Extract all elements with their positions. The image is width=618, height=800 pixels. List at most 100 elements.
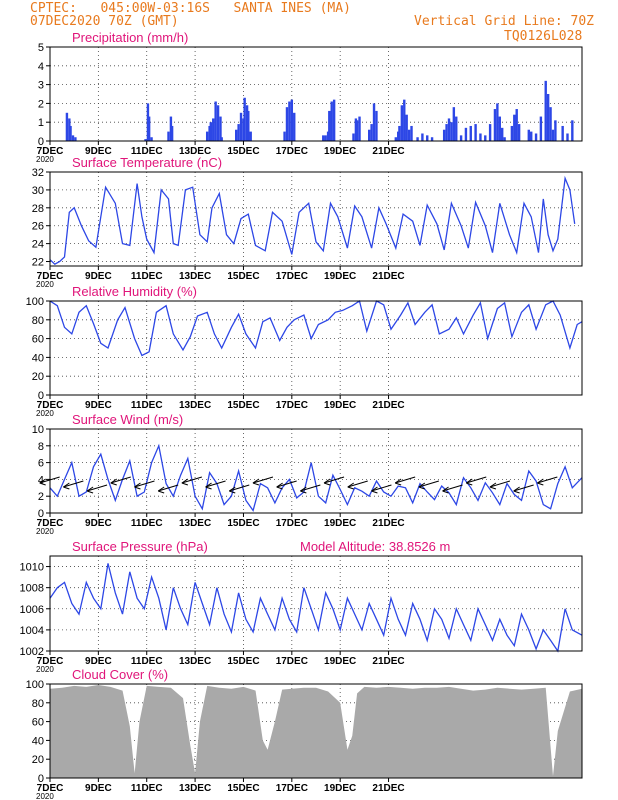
precipitation-y-tick-label: 4 bbox=[38, 61, 44, 73]
wind-arrow-head bbox=[181, 478, 189, 486]
precipitation-bar bbox=[515, 109, 518, 141]
cloud-cover-y-tick-label: 0 bbox=[38, 773, 44, 785]
precipitation-x-year-label: 2020 bbox=[36, 155, 54, 164]
wind-x-tick-label: 19DEC bbox=[324, 518, 356, 529]
wind-frame bbox=[49, 428, 583, 514]
precipitation-bar bbox=[332, 99, 336, 141]
temperature-y-tick-label: 32 bbox=[32, 167, 44, 179]
precipitation-bar bbox=[474, 124, 477, 141]
precipitation-bar bbox=[235, 129, 238, 141]
precipitation-bar bbox=[510, 125, 514, 141]
wind-arrow bbox=[158, 484, 179, 492]
precipitation-y-tick-label: 1 bbox=[38, 117, 44, 129]
humidity-x-tick-label: 13DEC bbox=[179, 400, 211, 411]
wind-x-tick-label: 9DEC bbox=[85, 518, 112, 529]
cloud-cover-frame bbox=[49, 683, 583, 779]
humidity-x-tick-label: 7DEC bbox=[37, 400, 64, 411]
temperature-y-tick-label: 30 bbox=[32, 185, 44, 197]
precipitation-bar bbox=[488, 124, 492, 141]
humidity-x-tick-label: 21DEC bbox=[372, 400, 404, 411]
humidity-x-tick-label: 11DEC bbox=[131, 400, 163, 411]
wind-arrow-head bbox=[205, 482, 212, 490]
cloud-cover-x-tick-label: 19DEC bbox=[324, 783, 356, 794]
header-location: CPTEC: 045:00W-03:16S SANTA INES (MA) bbox=[30, 1, 351, 16]
precipitation-bar bbox=[169, 116, 173, 141]
precipitation-bar bbox=[459, 135, 463, 141]
temperature-x-tick-label: 7DEC bbox=[37, 271, 64, 282]
wind-x-tick-label: 21DEC bbox=[372, 518, 404, 529]
wind-arrow bbox=[134, 480, 155, 488]
wind-arrow-head bbox=[134, 482, 141, 490]
wind-y-tick-label: 10 bbox=[32, 424, 44, 436]
humidity-y-tick-label: 0 bbox=[38, 390, 44, 402]
wind-arrow bbox=[181, 476, 203, 484]
humidity-y-tick-label: 80 bbox=[32, 315, 44, 327]
precipitation-y-tick-label: 3 bbox=[38, 80, 44, 92]
wind-arrow-head bbox=[300, 486, 307, 494]
pressure-annotation: Model Altitude: 38.8526 m bbox=[300, 539, 450, 554]
precipitation-bar bbox=[209, 122, 213, 141]
precipitation-bar bbox=[539, 116, 543, 141]
precipitation-x-tick-label: 17DEC bbox=[276, 146, 308, 157]
precipitation-bar bbox=[167, 131, 170, 141]
pressure-x-tick-label: 11DEC bbox=[131, 656, 163, 667]
wind-arrow bbox=[229, 484, 250, 492]
wind-arrow bbox=[205, 480, 226, 488]
temperature-y-tick-label: 26 bbox=[32, 221, 44, 233]
temperature-frame bbox=[49, 171, 583, 267]
humidity-title: Relative Humidity (%) bbox=[72, 284, 197, 299]
cloud-cover-y-tick-label: 40 bbox=[32, 735, 44, 747]
temperature-y-tick-label: 28 bbox=[32, 203, 44, 215]
precipitation-bar bbox=[219, 116, 222, 141]
temperature-series-line bbox=[49, 175, 576, 265]
precipitation-x-tick-label: 21DEC bbox=[372, 146, 404, 157]
pressure-x-tick-label: 9DEC bbox=[85, 656, 112, 667]
wind-arrow-head bbox=[347, 482, 355, 490]
wind-arrow bbox=[276, 480, 297, 488]
precipitation-x-tick-label: 15DEC bbox=[227, 146, 259, 157]
precipitation-bar bbox=[330, 101, 333, 141]
humidity-series-line bbox=[49, 299, 583, 357]
wind-arrow bbox=[489, 480, 511, 488]
pressure-frame bbox=[49, 555, 583, 652]
precipitation-bar bbox=[455, 116, 458, 141]
precipitation-bar bbox=[368, 129, 371, 141]
precipitation-bar bbox=[426, 135, 429, 141]
wind-arrow-head bbox=[157, 486, 165, 494]
precipitation-bar bbox=[65, 112, 69, 141]
pressure-y-tick-label: 1004 bbox=[20, 625, 44, 637]
pressure-y-tick-label: 1002 bbox=[20, 646, 44, 658]
wind-arrow bbox=[300, 484, 321, 492]
precipitation-bar bbox=[530, 131, 533, 141]
temperature-x-tick-label: 15DEC bbox=[227, 271, 259, 282]
wind-arrow-head bbox=[418, 482, 426, 490]
precipitation-bar bbox=[375, 110, 378, 141]
wind-x-tick-label: 17DEC bbox=[276, 518, 308, 529]
cloud-cover-x-tick-label: 11DEC bbox=[131, 783, 163, 794]
wind-arrow-head bbox=[371, 486, 378, 494]
precipitation-bar bbox=[370, 124, 373, 141]
header-run-date: 07DEC2020 70Z (GMT) bbox=[30, 14, 179, 29]
precipitation-bar bbox=[146, 103, 150, 141]
wind-y-tick-label: 6 bbox=[38, 458, 44, 470]
wind-arrow-head bbox=[86, 486, 94, 494]
precipitation-bar bbox=[326, 131, 330, 141]
wind-arrow bbox=[371, 484, 392, 492]
temperature-x-tick-label: 9DEC bbox=[85, 271, 112, 282]
temperature-x-tick-label: 19DEC bbox=[324, 271, 356, 282]
precipitation-bar bbox=[400, 105, 404, 141]
pressure-x-tick-label: 21DEC bbox=[372, 656, 404, 667]
humidity-frame bbox=[49, 300, 583, 396]
precipitation-bar bbox=[469, 125, 472, 141]
precipitation-x-tick-label: 13DEC bbox=[179, 146, 211, 157]
wind-title: Surface Wind (m/s) bbox=[72, 412, 183, 427]
pressure-y-tick-label: 1006 bbox=[20, 604, 44, 616]
wind-arrow bbox=[86, 484, 108, 492]
precipitation-bar bbox=[405, 114, 408, 141]
precipitation-bar bbox=[220, 137, 223, 141]
wind-arrow-head bbox=[39, 478, 46, 486]
precipitation-y-tick-label: 5 bbox=[38, 42, 44, 54]
humidity-y-tick-label: 100 bbox=[26, 296, 44, 308]
precipitation-x-tick-label: 19DEC bbox=[324, 146, 356, 157]
precipitation-bar bbox=[549, 107, 552, 141]
